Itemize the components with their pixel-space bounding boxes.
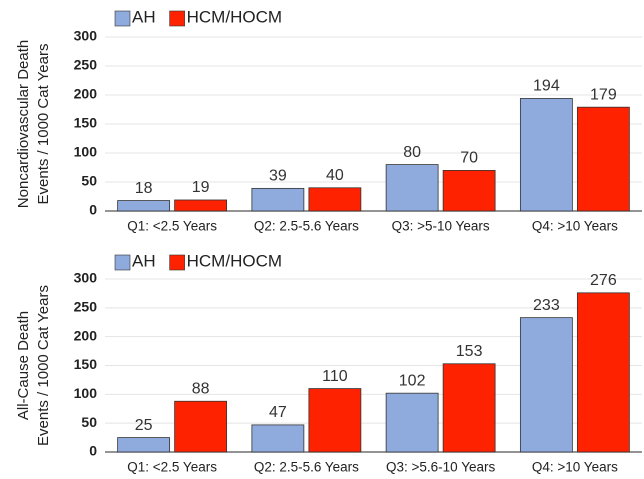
legend-label: HCM/HOCM xyxy=(187,251,282,270)
legend-swatch xyxy=(169,254,185,271)
y-tick-label: 250 xyxy=(74,299,98,315)
x-tick-label: Q3: >5.6-10 Years xyxy=(386,460,495,475)
value-label: 233 xyxy=(533,297,560,314)
y-axis-label: Events / 1000 Cat Years xyxy=(35,285,52,446)
legend-swatch xyxy=(169,10,185,27)
y-tick-label: 100 xyxy=(74,385,98,401)
y-tick-label: 250 xyxy=(74,57,98,73)
x-tick-label: Q4: >10 Years xyxy=(532,219,618,234)
bar xyxy=(308,187,362,212)
value-label: 179 xyxy=(590,86,617,103)
bar xyxy=(251,424,305,453)
bar xyxy=(519,98,573,212)
y-axis-label: Events / 1000 Cat Years xyxy=(35,44,52,205)
value-label: 25 xyxy=(135,417,153,434)
bar xyxy=(576,106,630,212)
bar xyxy=(576,292,630,453)
value-label: 18 xyxy=(135,180,153,197)
x-tick-label: Q3: >5-10 Years xyxy=(392,219,490,234)
x-tick-label: Q2: 2.5-5.6 Years xyxy=(254,219,359,234)
bar xyxy=(117,437,171,453)
value-label: 194 xyxy=(533,78,560,95)
bar xyxy=(442,363,496,453)
y-tick-label: 150 xyxy=(74,115,98,131)
legend-swatch xyxy=(114,254,131,271)
value-label: 276 xyxy=(590,272,617,289)
value-label: 39 xyxy=(269,168,287,185)
bar xyxy=(385,392,439,453)
bar xyxy=(174,199,228,212)
value-label: 153 xyxy=(456,343,483,360)
y-axis-label: Noncardiovascular Death xyxy=(15,40,32,208)
bar xyxy=(519,317,573,453)
value-label: 88 xyxy=(192,380,210,397)
legend-label: HCM/HOCM xyxy=(187,7,282,26)
y-tick-label: 300 xyxy=(74,270,98,286)
value-label: 102 xyxy=(399,372,426,389)
bar xyxy=(251,187,305,212)
x-tick-label: Q4: >10 Years xyxy=(532,460,618,475)
bar xyxy=(442,169,496,212)
x-tick-label: Q2: 2.5-5.6 Years xyxy=(254,460,359,475)
y-tick-label: 0 xyxy=(89,202,97,218)
legend-label: AH xyxy=(132,7,156,26)
value-label: 70 xyxy=(460,150,478,167)
value-label: 110 xyxy=(322,368,348,385)
y-tick-label: 150 xyxy=(74,356,98,372)
bar xyxy=(308,388,362,453)
y-tick-label: 100 xyxy=(74,144,98,160)
y-axis-label: All-Cause Death xyxy=(15,311,32,420)
bar xyxy=(174,400,228,453)
y-tick-label: 50 xyxy=(81,173,97,189)
y-tick-label: 0 xyxy=(89,443,97,459)
x-tick-label: Q1: <2.5 Years xyxy=(127,219,217,234)
bar xyxy=(117,200,171,212)
y-tick-label: 300 xyxy=(74,28,98,44)
legend-swatch xyxy=(114,10,131,27)
x-tick-label: Q1: <2.5 Years xyxy=(127,460,217,475)
bar xyxy=(385,164,439,212)
y-tick-label: 50 xyxy=(81,414,97,430)
value-label: 80 xyxy=(403,144,421,161)
value-label: 40 xyxy=(326,167,344,184)
y-tick-label: 200 xyxy=(74,327,98,343)
value-label: 47 xyxy=(269,404,287,421)
value-label: 19 xyxy=(192,179,210,196)
y-tick-label: 200 xyxy=(74,86,98,102)
legend-label: AH xyxy=(132,251,156,270)
